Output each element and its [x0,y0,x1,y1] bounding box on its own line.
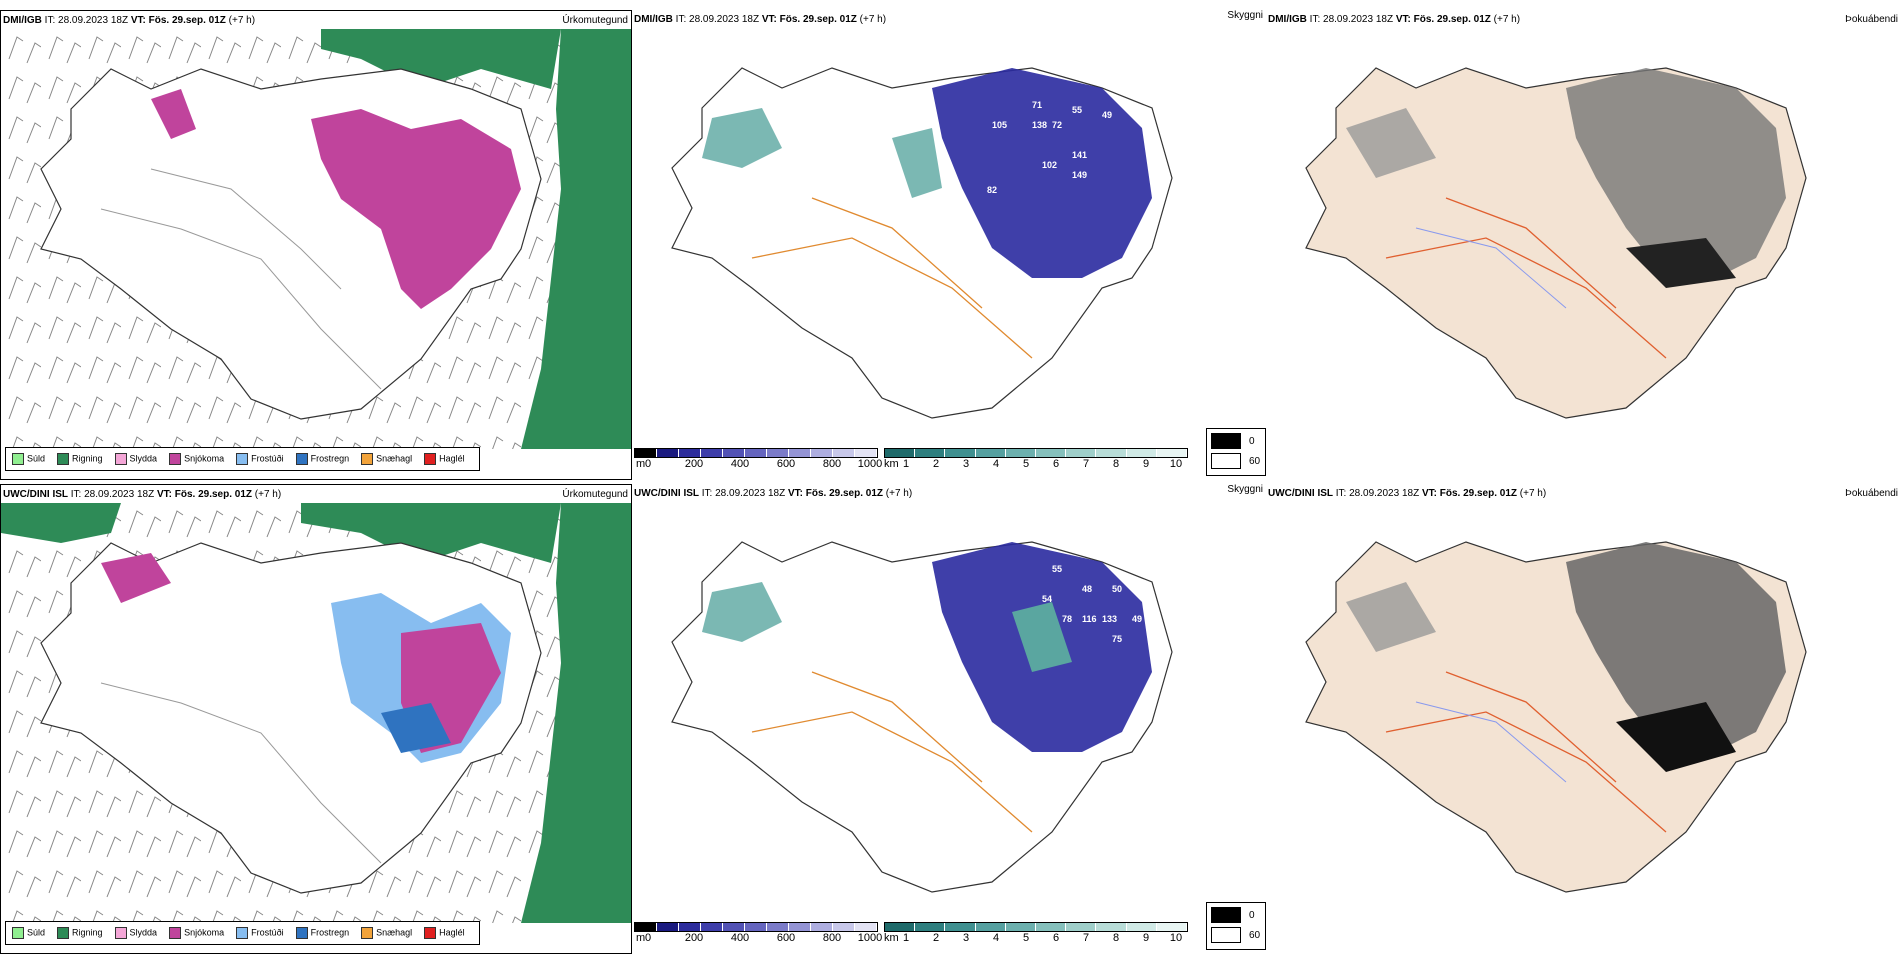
legend-item: Rigning [57,453,103,465]
legend-item: Haglél [424,927,465,939]
precip-type-label: Úrkomutegund [562,489,628,500]
map-number: 48 [1082,584,1092,594]
cloud-visibility-panel: UWC/DINI ISL IT: 28.09.2023 18Z VT: Fös.… [632,484,1266,954]
fog-index-panel: DMI/IGB IT: 28.09.2023 18Z VT: Fös. 29.s… [1266,10,1900,480]
legend-item: Frostúði [236,453,284,465]
legend-item: Snæhagl [361,927,412,939]
visibility-colorbar: km 1 2 3 4 5 6 7 8 9 10 [884,922,1188,952]
precip-number-labels: 55 49 71 72 141 149 102 138 105 82 [987,100,1112,195]
panel-header: UWC/DINI ISL IT: 28.09.2023 18Z VT: Fös.… [3,489,282,500]
map-number: 49 [1132,614,1142,624]
map-number: 82 [987,185,997,195]
fog-legend: 0 60 [1206,902,1266,950]
panel-header: UWC/DINI ISL IT: 28.09.2023 18Z VT: Fös.… [1268,488,1547,499]
cloud-visibility-map: 55 49 71 72 141 149 102 138 105 82 [671,67,1173,419]
visibility-colorbar: km 1 2 3 4 5 6 7 8 9 10 [884,448,1188,478]
map-number: 55 [1072,105,1082,115]
cloud-label: Skyggni [1227,10,1263,21]
map-number: 50 [1112,584,1122,594]
panel-header: UWC/DINI ISL IT: 28.09.2023 18Z VT: Fös.… [634,488,913,499]
map-number: 55 [1052,564,1062,574]
legend-item: Rigning [57,927,103,939]
panel-header: DMI/IGB IT: 28.09.2023 18Z VT: Fös. 29.s… [3,15,256,26]
map-number: 54 [1042,594,1052,604]
legend-item: Súld [12,927,45,939]
precip-type-label: Úrkomutegund [562,15,628,26]
legend-item: Frostregn [295,453,349,465]
map-number: 138 [1032,120,1047,130]
precip-type-panel: UWC/DINI ISL IT: 28.09.2023 18Z VT: Fös.… [0,484,632,954]
legend-item: Slydda [114,453,157,465]
precip-number-labels: 55 48 50 54 78 116 133 49 47 75 [1042,564,1162,644]
fog-index-map [1305,541,1807,893]
map-number: 71 [1032,100,1042,110]
map-number: 102 [1042,160,1057,170]
fog-index-map [1305,67,1807,419]
cloud-visibility-panel: DMI/IGB IT: 28.09.2023 18Z VT: Fös. 29.s… [632,10,1266,480]
map-number: 133 [1102,614,1117,624]
legend-item: Frostregn [295,927,349,939]
precip-type-legend: Súld Rigning Slydda Snjókoma Frostúði Fr… [5,447,480,471]
cloud-label: Skyggni [1227,484,1263,495]
height-colorbar: m 0 200 400 600 800 1000 [634,922,882,952]
legend-item: Snæhagl [361,453,412,465]
fog-legend: 0 60 [1206,428,1266,476]
map-number: 116 [1082,614,1097,624]
precip-type-panel: DMI/IGB IT: 28.09.2023 18Z VT: Fös. 29.s… [0,10,632,480]
legend-item: Slydda [114,927,157,939]
map-number: 47 [1152,624,1162,634]
legend-item: Snjókoma [169,927,224,939]
map-number: 72 [1052,120,1062,130]
fog-index-panel: UWC/DINI ISL IT: 28.09.2023 18Z VT: Fös.… [1266,484,1900,954]
forecast-row-dmi: DMI/IGB IT: 28.09.2023 18Z VT: Fös. 29.s… [0,10,1900,480]
legend-item: Frostúði [236,927,284,939]
fog-label: Þokuábendi [1845,488,1898,499]
legend-item: Snjókoma [169,453,224,465]
map-number: 49 [1102,110,1112,120]
forecast-row-uwc: UWC/DINI ISL IT: 28.09.2023 18Z VT: Fös.… [0,484,1900,954]
fog-label: Þokuábendi [1845,14,1898,25]
map-number: 75 [1112,634,1122,644]
legend-item: Súld [12,453,45,465]
legend-item: Haglél [424,453,465,465]
panel-header: DMI/IGB IT: 28.09.2023 18Z VT: Fös. 29.s… [634,14,887,25]
height-colorbar: m 0 200 400 600 800 1000 [634,448,882,478]
map-number: 105 [992,120,1007,130]
map-number: 141 [1072,150,1087,160]
precip-type-legend: Súld Rigning Slydda Snjókoma Frostúði Fr… [5,921,480,945]
cloud-visibility-map: 55 48 50 54 78 116 133 49 47 75 [671,541,1173,893]
map-number: 78 [1062,614,1072,624]
precip-type-map [1,503,631,923]
precip-type-map [1,29,631,449]
panel-header: DMI/IGB IT: 28.09.2023 18Z VT: Fös. 29.s… [1268,14,1521,25]
map-number: 149 [1072,170,1087,180]
